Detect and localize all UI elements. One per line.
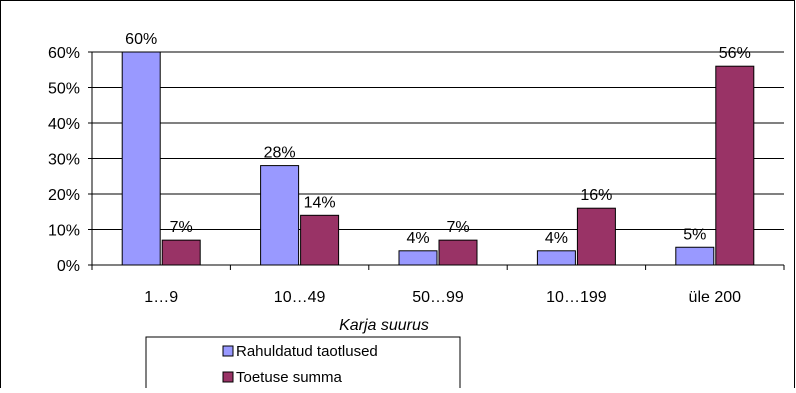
data-label: 28%: [264, 145, 296, 162]
y-tick-label: 10%: [48, 223, 80, 240]
bar-toetuse-summa: [715, 65, 755, 266]
data-label: 5%: [683, 226, 706, 243]
legend-swatch-toetuse: [222, 371, 234, 383]
bar-toetuse-summa: [161, 239, 201, 266]
data-label: 4%: [545, 230, 568, 247]
grid-lines: [88, 51, 784, 266]
bar-rahuldatud-taotlused: [675, 246, 715, 266]
x-category-label: 1…9: [144, 289, 178, 306]
x-category-label: 10…199: [546, 289, 607, 306]
bar-rahuldatud-taotlused: [536, 250, 576, 266]
x-axis-title: Karja suurus: [339, 317, 429, 334]
y-tick-label: 30%: [48, 152, 80, 169]
legend-box: [145, 336, 461, 393]
data-label: 60%: [125, 31, 157, 48]
legend-label-rahuldatud: Rahuldatud taotlused: [236, 343, 378, 360]
x-category-label: üle 200: [689, 289, 742, 306]
data-label: 4%: [406, 230, 429, 247]
bar-rahuldatud-taotlused: [121, 51, 161, 266]
x-category-label: 10…49: [274, 289, 326, 306]
data-label: 16%: [580, 187, 612, 204]
y-tick-label: 0%: [57, 258, 80, 275]
data-label: 7%: [446, 219, 469, 236]
x-category-labels: 1…9 10…49 50…99 10…199 üle 200: [144, 289, 741, 306]
bar-toetuse-summa: [300, 214, 340, 266]
y-tick-label: 60%: [48, 45, 80, 62]
legend-label-toetuse: Toetuse summa: [236, 369, 343, 386]
data-label: 7%: [170, 219, 193, 236]
axes: [91, 52, 785, 270]
y-tick-labels: 0% 10% 20% 30% 40% 50% 60%: [48, 45, 80, 275]
bar-toetuse-summa: [438, 239, 478, 266]
y-tick-label: 40%: [48, 116, 80, 133]
bars: [121, 51, 755, 266]
legend-swatch-rahuldatud: [222, 345, 234, 357]
y-tick-label: 20%: [48, 187, 80, 204]
legend: Rahuldatud taotlused Toetuse summa: [145, 336, 461, 393]
bar-toetuse-summa: [576, 207, 616, 266]
data-labels: 60% 7% 28% 14% 4% 7% 4% 16% 5% 56%: [125, 31, 751, 247]
x-category-label: 50…99: [412, 289, 464, 306]
bar-rahuldatud-taotlused: [398, 250, 438, 266]
data-label: 14%: [304, 194, 336, 211]
data-label: 56%: [719, 45, 751, 62]
y-tick-label: 50%: [48, 81, 80, 98]
bar-rahuldatud-taotlused: [260, 165, 300, 266]
